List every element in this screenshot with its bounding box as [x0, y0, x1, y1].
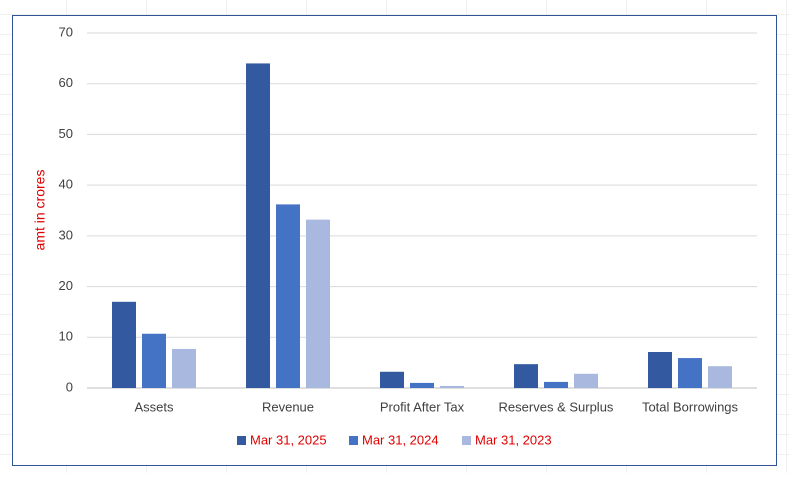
bar	[648, 351, 672, 388]
x-tick-label: Reserves & Surplus	[499, 399, 614, 414]
legend-label: Mar 31, 2024	[362, 432, 439, 447]
bar	[246, 63, 270, 389]
bar	[440, 385, 464, 388]
bar	[574, 373, 598, 388]
y-axis-label: amt in crores	[32, 170, 48, 251]
legend-label: Mar 31, 2025	[250, 432, 327, 447]
bar	[172, 348, 196, 388]
x-tick-label: Profit After Tax	[380, 399, 465, 414]
x-tick-label: Revenue	[262, 399, 314, 414]
bar	[708, 366, 732, 388]
x-tick-label: Total Borrowings	[642, 399, 739, 414]
y-tick-label: 40	[59, 177, 73, 192]
legend-label: Mar 31, 2023	[475, 432, 552, 447]
bar	[380, 371, 404, 388]
legend-swatch	[237, 436, 246, 445]
bar	[544, 381, 568, 388]
y-tick-label: 70	[59, 24, 73, 39]
y-tick-label: 30	[59, 227, 73, 242]
legend-swatch	[462, 436, 471, 445]
chart-frame	[12, 15, 777, 466]
bar	[306, 219, 330, 388]
bar	[112, 301, 136, 388]
bar	[142, 333, 166, 388]
legend-swatch	[349, 436, 358, 445]
y-tick-label: 50	[59, 126, 73, 141]
y-tick-label: 60	[59, 75, 73, 90]
y-tick-label: 0	[66, 379, 73, 394]
bar	[276, 204, 300, 388]
y-tick-label: 20	[59, 278, 73, 293]
y-tick-label: 10	[59, 329, 73, 344]
bar	[514, 364, 538, 388]
x-tick-label: Assets	[134, 399, 174, 414]
bar	[410, 382, 434, 388]
bar	[678, 358, 702, 388]
